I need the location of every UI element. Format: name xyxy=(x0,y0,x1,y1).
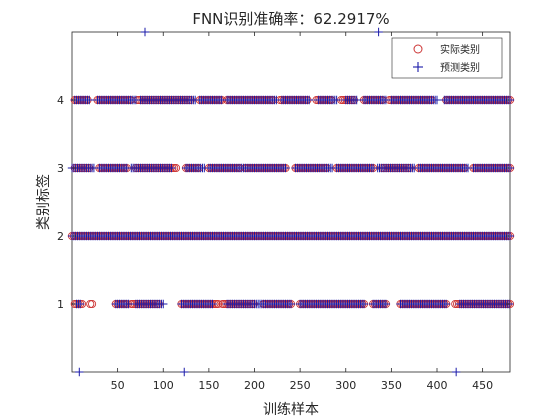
x-tick-label: 450 xyxy=(472,379,493,392)
y-tick-label: 1 xyxy=(57,298,64,311)
data-point-predicted xyxy=(159,299,168,309)
data-point-predicted xyxy=(359,299,369,309)
data-point-predicted xyxy=(167,163,176,173)
data-point-predicted xyxy=(381,299,391,309)
x-tick-label: 400 xyxy=(427,379,448,392)
x-tick-label: 50 xyxy=(111,379,125,392)
x-axis-label: 训练样本 xyxy=(263,402,319,418)
data-point-predicted xyxy=(374,27,383,37)
y-tick-label: 2 xyxy=(57,230,64,243)
data-point-predicted xyxy=(305,95,314,105)
data-marks xyxy=(67,27,515,377)
data-point-predicted xyxy=(281,163,290,173)
data-point-predicted xyxy=(451,367,461,377)
data-point-predicted xyxy=(352,95,361,105)
data-point-predicted xyxy=(124,299,133,309)
legend: 实际类别 预测类别 xyxy=(391,37,503,79)
data-point-predicted xyxy=(140,27,150,37)
x-tick-label: 150 xyxy=(198,379,219,392)
data-point-predicted xyxy=(286,299,296,309)
legend-label-actual: 实际类别 xyxy=(440,43,480,56)
chart-title: FNN识别准确率：62.2917% xyxy=(192,10,389,28)
y-tick-label: 4 xyxy=(57,94,64,107)
data-point-predicted xyxy=(432,95,442,105)
legend-circle-marker xyxy=(413,44,423,54)
data-point-actual xyxy=(88,299,97,309)
x-axis-ticks: 50 100 150 200 250 300 350 400 450 xyxy=(111,32,493,392)
x-tick-label: 200 xyxy=(244,379,265,392)
data-point-predicted xyxy=(75,367,84,377)
legend-box xyxy=(391,37,503,79)
y-axis-label: 类别标签 xyxy=(35,174,52,230)
legend-plus-marker xyxy=(413,62,423,72)
data-point-predicted xyxy=(208,299,217,309)
data-point-predicted xyxy=(441,299,451,309)
plot-area xyxy=(71,31,511,373)
x-tick-label: 100 xyxy=(153,379,174,392)
data-point-predicted xyxy=(76,299,85,309)
data-point-predicted xyxy=(180,367,189,377)
y-tick-label: 3 xyxy=(57,162,64,175)
data-point-predicted xyxy=(332,95,341,105)
x-tick-label: 350 xyxy=(381,379,402,392)
x-tick-label: 300 xyxy=(335,379,356,392)
x-tick-label: 250 xyxy=(290,379,311,392)
y-axis-ticks: 1 2 3 4 xyxy=(57,94,510,311)
data-point-predicted xyxy=(85,95,94,105)
legend-label-predicted: 预测类别 xyxy=(440,61,480,74)
